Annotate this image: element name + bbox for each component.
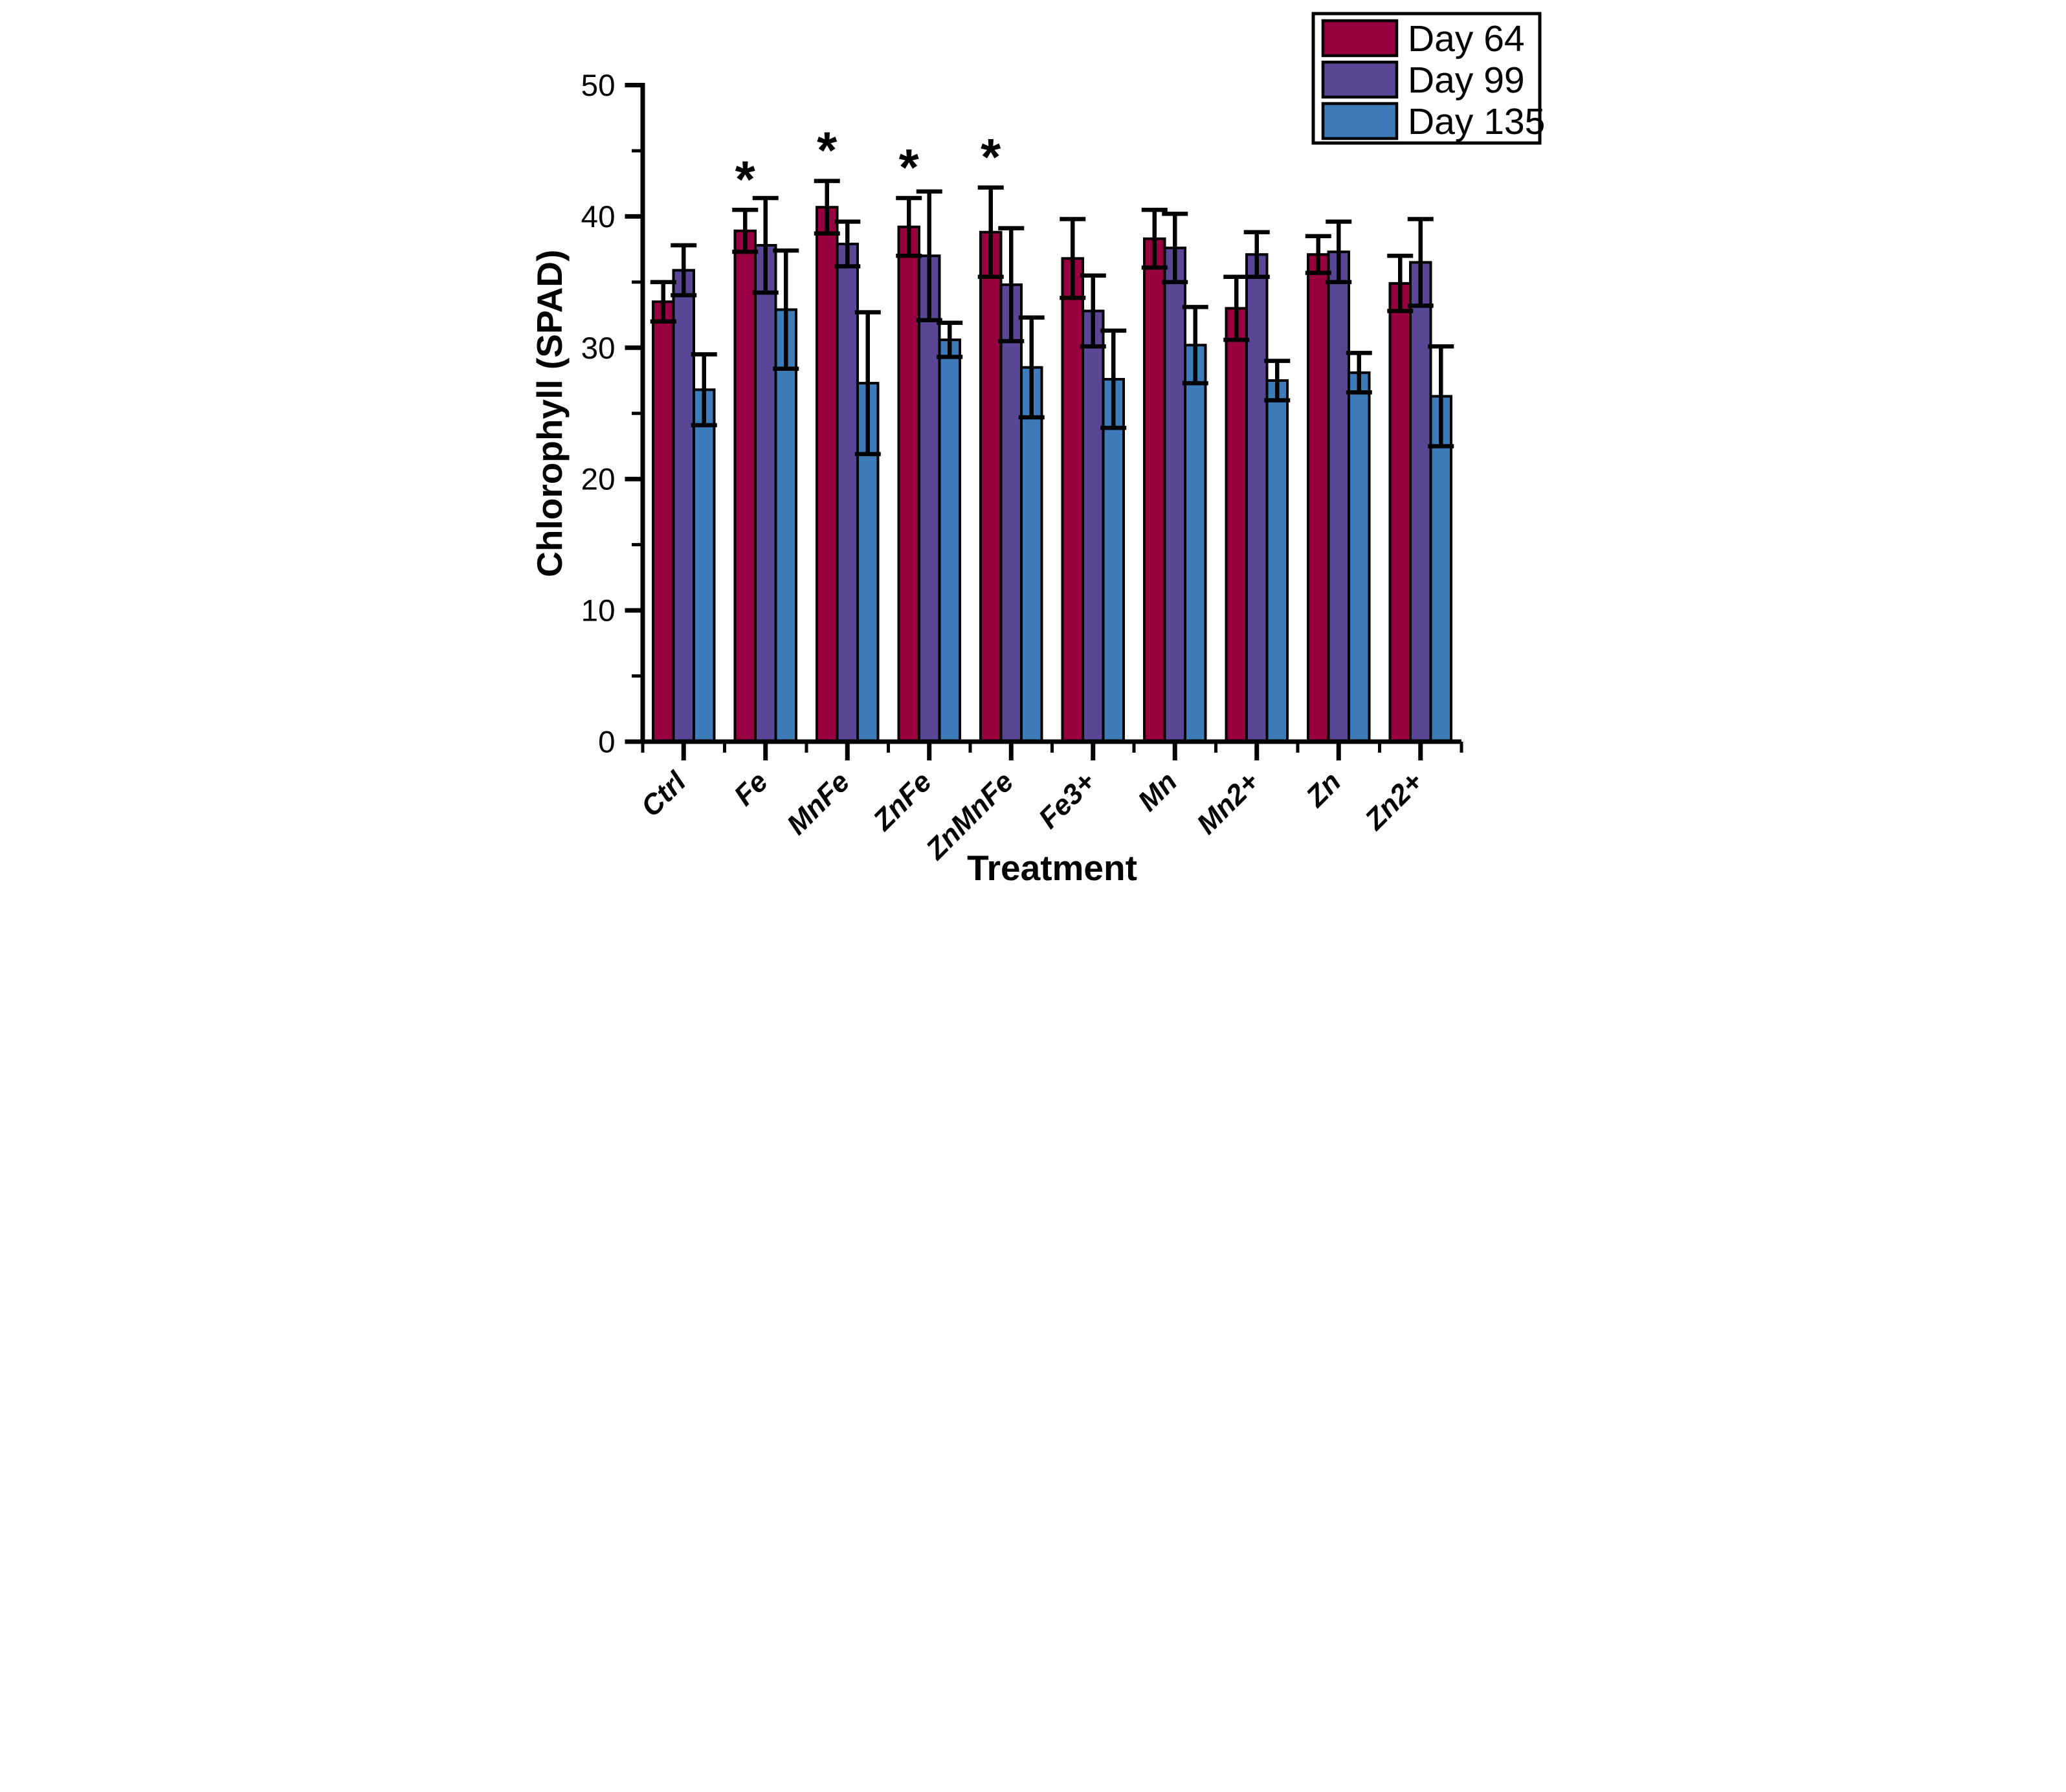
bar-MnFe-day-64 [816, 206, 839, 743]
bar-ZnMnFe-day-64 [979, 230, 1003, 743]
bar-Ctrl-day-99 [672, 269, 695, 743]
legend-swatch-day-64 [1321, 19, 1399, 58]
legend-swatch-day-99 [1321, 60, 1399, 99]
significance-star-ZnFe: * [899, 138, 920, 196]
y-tick-label-30: 30 [581, 331, 616, 366]
significance-star-MnFe: * [817, 122, 838, 179]
bar-ZnFe-day-99 [918, 254, 941, 743]
bar-ZnFe-day-135 [938, 338, 961, 743]
x-axis-title: Treatment [967, 848, 1137, 888]
bar-Zn-day-135 [1348, 371, 1371, 743]
bar-Mn-day-99 [1163, 247, 1186, 743]
bar-ZnMnFe-day-99 [999, 283, 1023, 743]
y-tick-label-10: 10 [581, 594, 616, 628]
bar-Mn2+-day-99 [1245, 253, 1269, 743]
bar-Ctrl-day-135 [693, 388, 716, 743]
legend-label-day-99: Day 99 [1408, 60, 1525, 101]
y-axis-title: Chlorophyll (SPAD) [529, 250, 570, 577]
y-tick-label-20: 20 [581, 463, 616, 497]
bar-Fe-day-135 [774, 308, 797, 744]
bar-Zn2+-day-99 [1409, 261, 1432, 744]
legend-label-day-64: Day 64 [1408, 18, 1525, 60]
y-tick-label-40: 40 [581, 200, 616, 234]
y-axis-ticks: 0 10 20 30 40 50 [581, 69, 643, 760]
error-bars-day-99 [671, 189, 1434, 349]
bar-Mn2+-day-64 [1225, 307, 1248, 743]
bar-Zn-day-64 [1307, 253, 1330, 743]
bar-MnFe-day-99 [836, 243, 859, 744]
bar-Fe3+-day-135 [1102, 377, 1125, 743]
bar-Fe3+-day-64 [1061, 257, 1084, 743]
legend-label-day-135: Day 135 [1408, 101, 1545, 142]
bar-ZnMnFe-day-135 [1020, 366, 1043, 743]
bar-Zn-day-99 [1327, 250, 1350, 744]
y-tick-label-50: 50 [581, 69, 616, 103]
legend-swatch-day-135 [1321, 102, 1399, 140]
bar-Mn-day-135 [1184, 344, 1207, 743]
bar-Fe-day-99 [754, 244, 777, 743]
significance-markers: * * * * [735, 122, 1002, 208]
error-bars-day-64 [650, 179, 1414, 342]
bar-Ctrl-day-64 [652, 300, 675, 744]
error-bars-day-135 [691, 248, 1454, 456]
bar-Mn-day-64 [1143, 237, 1166, 743]
y-tick-label-0: 0 [598, 725, 615, 760]
bar-Fe-day-64 [733, 229, 757, 743]
bar-Fe3+-day-99 [1082, 309, 1105, 744]
bar-Mn2+-day-135 [1265, 379, 1289, 743]
bar-Zn2+-day-64 [1388, 282, 1412, 743]
figure-container: * * * * 0 10 20 30 40 50 Ctrl Fe MnFe ZnFe ZnMnFe Fe3+ M… [516, 0, 1549, 896]
bars-day-64 [652, 206, 1412, 744]
significance-star-Fe: * [735, 150, 756, 208]
significance-star-ZnMnFe: * [981, 128, 1001, 186]
bar-ZnFe-day-64 [897, 225, 920, 743]
bars-day-99 [672, 243, 1432, 744]
